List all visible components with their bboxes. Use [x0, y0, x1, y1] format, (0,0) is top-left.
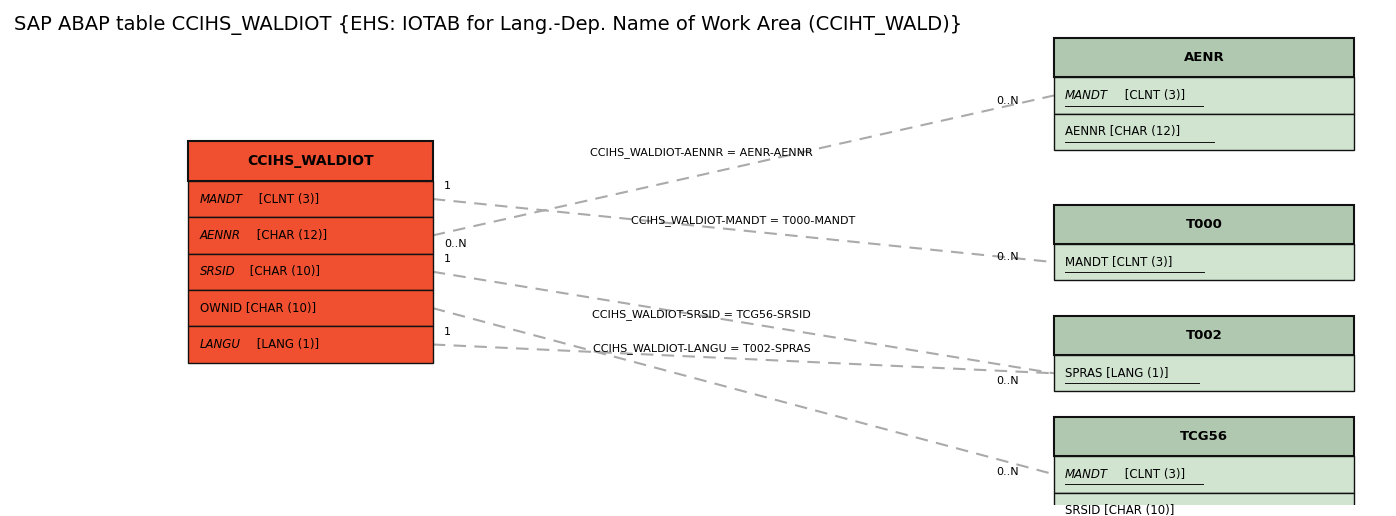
Text: 0..N: 0..N	[997, 252, 1019, 262]
Text: CCIHS_WALDIOT-AENNR = AENR-AENNR: CCIHS_WALDIOT-AENNR = AENR-AENNR	[591, 148, 812, 158]
FancyBboxPatch shape	[188, 290, 433, 326]
Text: SRSID: SRSID	[200, 265, 236, 278]
Text: 0..N: 0..N	[997, 467, 1019, 477]
Text: AENR: AENR	[1184, 51, 1224, 64]
Text: T000: T000	[1185, 218, 1223, 231]
FancyBboxPatch shape	[1054, 38, 1354, 77]
FancyBboxPatch shape	[188, 217, 433, 253]
FancyBboxPatch shape	[1054, 244, 1354, 280]
Text: MANDT: MANDT	[1065, 468, 1108, 481]
FancyBboxPatch shape	[1054, 114, 1354, 150]
Text: CCIHS_WALDIOT-SRSID = TCG56-SRSID: CCIHS_WALDIOT-SRSID = TCG56-SRSID	[592, 310, 811, 320]
Text: MANDT [CLNT (3)]: MANDT [CLNT (3)]	[1065, 255, 1173, 269]
Text: MANDT: MANDT	[200, 192, 243, 205]
FancyBboxPatch shape	[1054, 355, 1354, 392]
Text: 0..N: 0..N	[444, 239, 466, 249]
FancyBboxPatch shape	[1054, 77, 1354, 114]
Text: CCIHS_WALDIOT-LANGU = T002-SPRAS: CCIHS_WALDIOT-LANGU = T002-SPRAS	[593, 343, 810, 354]
Text: 1: 1	[444, 182, 451, 191]
FancyBboxPatch shape	[1054, 204, 1354, 244]
Text: LANGU: LANGU	[200, 338, 240, 351]
Text: [CHAR (12)]: [CHAR (12)]	[253, 229, 327, 242]
Text: 1: 1	[444, 327, 451, 337]
Text: [CLNT (3)]: [CLNT (3)]	[1121, 468, 1185, 481]
FancyBboxPatch shape	[188, 141, 433, 181]
Text: OWNID [CHAR (10)]: OWNID [CHAR (10)]	[200, 302, 315, 315]
Text: CCIHS_WALDIOT: CCIHS_WALDIOT	[247, 154, 374, 168]
Text: [CLNT (3)]: [CLNT (3)]	[1121, 89, 1185, 102]
FancyBboxPatch shape	[188, 181, 433, 217]
FancyBboxPatch shape	[1054, 492, 1354, 516]
FancyBboxPatch shape	[1054, 316, 1354, 355]
Text: SPRAS [LANG (1)]: SPRAS [LANG (1)]	[1065, 367, 1168, 380]
Text: [CHAR (10)]: [CHAR (10)]	[246, 265, 320, 278]
FancyBboxPatch shape	[1054, 417, 1354, 456]
Text: SRSID [CHAR (10)]: SRSID [CHAR (10)]	[1065, 504, 1174, 516]
FancyBboxPatch shape	[1054, 456, 1354, 492]
Text: MANDT: MANDT	[1065, 89, 1108, 102]
Text: T002: T002	[1185, 329, 1223, 342]
FancyBboxPatch shape	[188, 253, 433, 290]
Text: 0..N: 0..N	[997, 376, 1019, 386]
Text: 1: 1	[444, 254, 451, 264]
Text: TCG56: TCG56	[1180, 430, 1228, 443]
Text: AENNR [CHAR (12)]: AENNR [CHAR (12)]	[1065, 125, 1180, 138]
Text: SAP ABAP table CCIHS_WALDIOT {EHS: IOTAB for Lang.-Dep. Name of Work Area (CCIHT: SAP ABAP table CCIHS_WALDIOT {EHS: IOTAB…	[14, 15, 962, 35]
Text: [CLNT (3)]: [CLNT (3)]	[255, 192, 320, 205]
Text: CCIHS_WALDIOT-MANDT = T000-MANDT: CCIHS_WALDIOT-MANDT = T000-MANDT	[631, 215, 856, 226]
Text: [LANG (1)]: [LANG (1)]	[253, 338, 318, 351]
Text: AENNR: AENNR	[200, 229, 240, 242]
FancyBboxPatch shape	[188, 326, 433, 363]
Text: 0..N: 0..N	[997, 95, 1019, 105]
